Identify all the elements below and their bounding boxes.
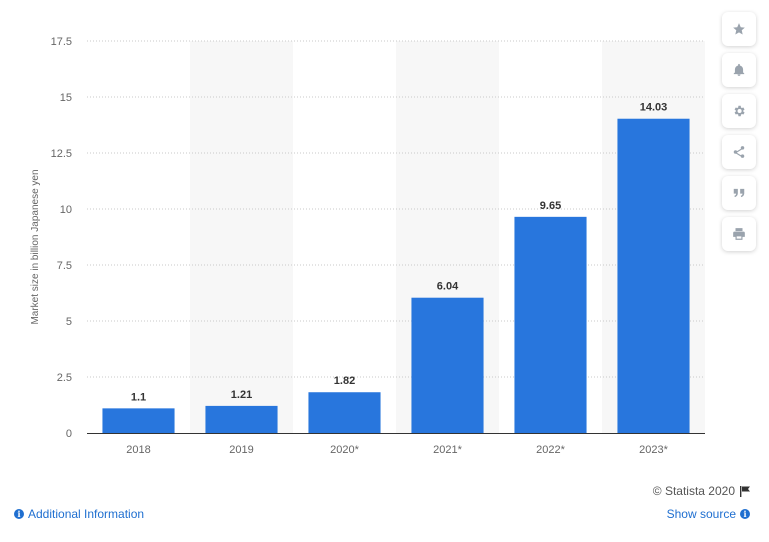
chart-toolbar [722, 12, 758, 258]
data-label: 1.21 [231, 389, 252, 401]
data-label: 6.04 [437, 281, 459, 293]
print-icon [733, 228, 745, 240]
additional-information-link[interactable]: i Additional Information [14, 507, 144, 521]
x-tick-label: 2018 [126, 444, 150, 456]
bars [102, 118, 690, 433]
gear-icon [734, 105, 745, 117]
y-axis-title: Market size in billion Japanese yen [30, 169, 41, 324]
x-tick-label: 2020* [330, 444, 359, 456]
y-tick-label: 15 [60, 92, 72, 104]
show-source-link[interactable]: Show source i [667, 507, 750, 521]
cite-button[interactable] [722, 176, 756, 210]
y-axis-ticks: 0 2.5 5 7.5 10 12.5 15 17.5 [51, 36, 72, 440]
y-tick-label: 0 [66, 428, 72, 440]
quote-icon [733, 188, 745, 198]
category-band [190, 41, 293, 433]
y-tick-label: 7.5 [57, 260, 72, 272]
data-label: 14.03 [640, 102, 668, 114]
x-tick-label: 2023* [639, 444, 668, 456]
y-tick-label: 10 [60, 204, 72, 216]
flag-icon[interactable] [740, 485, 750, 497]
favorite-button[interactable] [722, 12, 756, 46]
y-tick-label: 12.5 [51, 148, 72, 160]
x-axis-ticks: 2018 2019 2020* 2021* 2022* 2023* [126, 444, 668, 456]
notification-button[interactable] [722, 53, 756, 87]
bar[interactable] [514, 216, 587, 433]
x-tick-label: 2019 [229, 444, 253, 456]
share-button[interactable] [722, 135, 756, 169]
bar[interactable] [308, 392, 381, 433]
print-button[interactable] [722, 217, 756, 251]
settings-button[interactable] [722, 94, 756, 128]
data-label: 1.82 [334, 375, 355, 387]
x-tick-label: 2021* [433, 444, 462, 456]
statista-credit: © Statista 2020 [653, 484, 750, 498]
show-source-label: Show source [666, 507, 736, 521]
bar[interactable] [102, 408, 175, 433]
bell-icon [733, 63, 745, 76]
x-tick-label: 2022* [536, 444, 565, 456]
y-tick-label: 5 [66, 316, 72, 328]
bar[interactable] [411, 297, 484, 433]
y-tick-label: 2.5 [57, 372, 72, 384]
additional-information-label: Additional Information [28, 507, 145, 521]
credit-text: © Statista 2020 [652, 484, 735, 498]
y-tick-label: 17.5 [51, 36, 72, 48]
data-label: 9.65 [540, 200, 561, 212]
bar[interactable] [205, 405, 278, 433]
data-labels: 1.1 1.21 1.82 6.04 9.65 14.03 [131, 102, 667, 404]
info-icon: i [740, 509, 750, 519]
bar[interactable] [617, 118, 690, 433]
data-label: 1.1 [131, 391, 146, 403]
share-icon [733, 146, 745, 158]
info-icon: i [14, 509, 24, 519]
star-icon [733, 23, 745, 35]
gridlines [87, 40, 705, 434]
